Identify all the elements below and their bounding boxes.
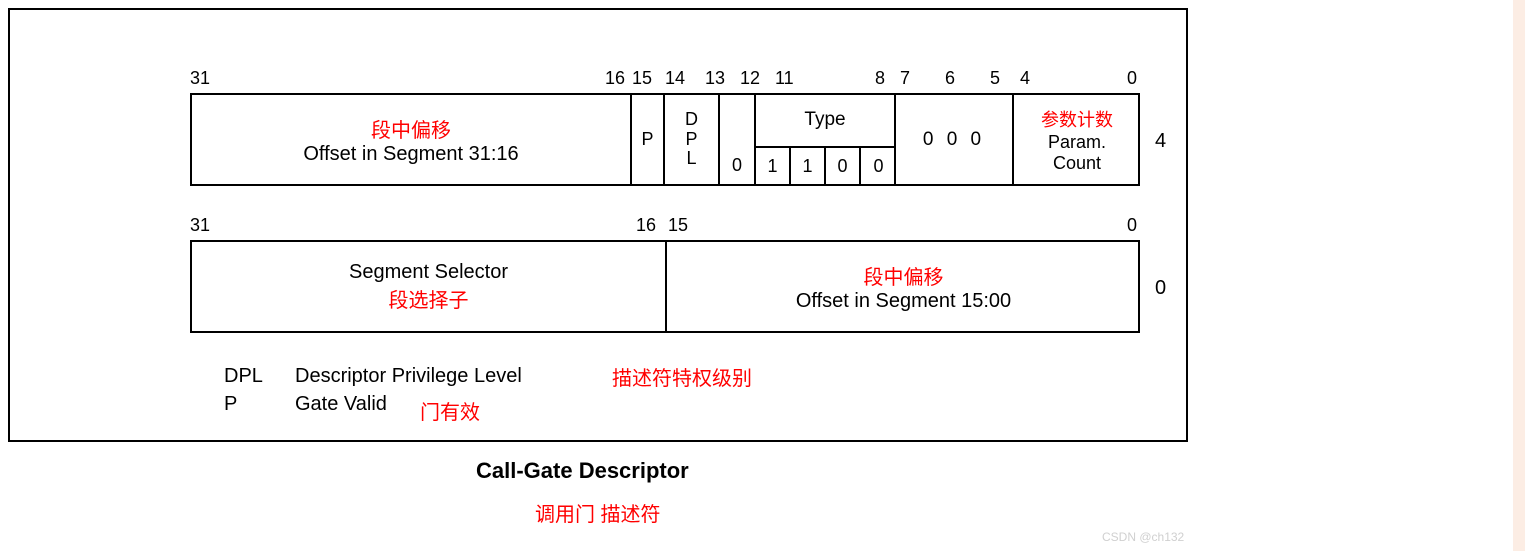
bit-6-r1: 6 (945, 68, 955, 89)
diagram-title: Call-Gate Descriptor (476, 458, 689, 484)
type-bit-1a: 1 (756, 146, 791, 184)
type-label: Type (804, 109, 845, 131)
dpl-label: D P L (685, 110, 698, 169)
offset-high-red: 段中偏移 (371, 114, 451, 143)
outer-border (8, 8, 1188, 442)
cell-segment-selector: Segment Selector 段选择子 (192, 242, 667, 331)
diagram-title-red: 调用门 描述符 (535, 498, 661, 527)
legend-p-desc: Gate Valid (295, 393, 387, 416)
bit-0-r2: 0 (1127, 215, 1137, 236)
legend-dpl-desc: Descriptor Privilege Level (295, 365, 522, 388)
bit-7-r1: 7 (900, 68, 910, 89)
bit-15-r2: 15 (668, 215, 688, 236)
bit-11-r1: 11 (775, 68, 794, 89)
bit-15-r1: 15 (632, 68, 652, 89)
offset-low-red: 段中偏移 (864, 261, 944, 290)
p-label: P (641, 129, 653, 150)
param2: Count (1053, 153, 1101, 174)
param1: Param. (1048, 132, 1106, 153)
bit-12-r1: 12 (740, 68, 760, 89)
row1-container: 段中偏移 Offset in Segment 31:16 P D P L 0 T… (190, 93, 1140, 186)
watermark: CSDN @ch132 (1102, 530, 1184, 544)
cell-dpl: D P L (665, 95, 720, 184)
bit-5-r1: 5 (990, 68, 1000, 89)
bit-16-r2: 16 (636, 215, 656, 236)
legend-p-red: 门有效 (420, 396, 480, 425)
cell-zeros: 0 0 0 (896, 95, 1014, 184)
bit-0-r1: 0 (1127, 68, 1137, 89)
bit-16-r1: 16 (605, 68, 625, 89)
legend-p-code: P (224, 393, 237, 416)
row1-byte-offset: 4 (1155, 130, 1166, 153)
bit-31-r1: 31 (190, 68, 210, 89)
legend-dpl-red: 描述符特权级别 (612, 362, 752, 391)
seg-selector-red: 段选择子 (389, 284, 469, 313)
cell-offset-high: 段中偏移 Offset in Segment 31:16 (192, 95, 632, 184)
bit-8-r1: 8 (875, 68, 885, 89)
right-strip (1513, 0, 1525, 551)
zeros-label: 0 0 0 (923, 129, 985, 151)
type-bit-0b: 0 (826, 146, 861, 184)
type-bit-0a: 0 (732, 155, 742, 176)
cell-param-count: 参数计数 Param. Count (1014, 95, 1140, 184)
cell-type-bit12: 0 (720, 95, 756, 184)
cell-p: P (632, 95, 665, 184)
offset-low-label: Offset in Segment 15:00 (796, 290, 1011, 313)
cell-offset-low: 段中偏移 Offset in Segment 15:00 (667, 242, 1140, 331)
seg-selector-label: Segment Selector (349, 261, 508, 284)
row2-container: Segment Selector 段选择子 段中偏移 Offset in Seg… (190, 240, 1140, 333)
type-bit-0c: 0 (861, 146, 896, 184)
offset-high-label: Offset in Segment 31:16 (303, 143, 518, 166)
param-red: 参数计数 (1041, 106, 1113, 132)
bit-14-r1: 14 (665, 68, 685, 89)
row2-byte-offset: 0 (1155, 277, 1166, 300)
bit-13-r1: 13 (705, 68, 725, 89)
type-bit-1b: 1 (791, 146, 826, 184)
legend-dpl-code: DPL (224, 365, 263, 388)
bit-4-r1: 4 (1020, 68, 1030, 89)
bit-31-r2: 31 (190, 215, 210, 236)
